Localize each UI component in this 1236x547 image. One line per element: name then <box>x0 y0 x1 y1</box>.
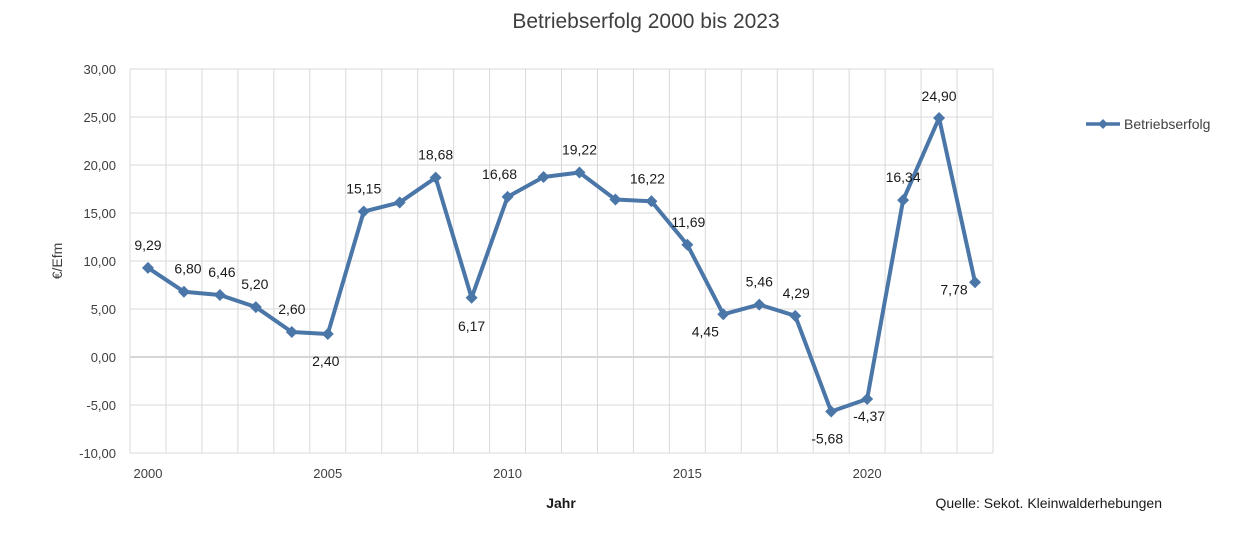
x-tick-label: 2010 <box>493 466 522 481</box>
y-tick-label: 10,00 <box>83 254 116 269</box>
data-label: 4,45 <box>692 323 719 339</box>
data-label: 9,29 <box>134 237 161 253</box>
x-axis-title: Jahr <box>546 495 576 511</box>
data-point <box>789 309 802 322</box>
data-point <box>933 111 946 124</box>
data-point <box>429 171 442 184</box>
data-label: 6,80 <box>174 261 201 277</box>
data-point <box>249 301 262 314</box>
legend: Betriebserfolg <box>1086 116 1210 132</box>
data-point <box>969 276 982 289</box>
x-tick-label: 2020 <box>853 466 882 481</box>
x-tick-label: 2000 <box>134 466 163 481</box>
data-point <box>213 288 226 301</box>
data-label: 6,17 <box>458 318 485 334</box>
y-tick-label: 30,00 <box>83 62 116 77</box>
x-tick-label: 2015 <box>673 466 702 481</box>
y-tick-label: 0,00 <box>91 350 116 365</box>
data-point <box>393 196 406 209</box>
data-point <box>537 171 550 183</box>
data-label: -5,68 <box>811 431 843 447</box>
data-point <box>177 285 190 298</box>
data-label: 18,68 <box>418 147 453 163</box>
data-point <box>861 392 874 405</box>
legend-label-betriebserfolg: Betriebserfolg <box>1124 116 1210 132</box>
data-point <box>753 298 766 311</box>
data-point <box>465 291 478 304</box>
y-tick-label: -10,00 <box>79 446 116 461</box>
data-label: 16,22 <box>630 170 665 186</box>
y-tick-label: -5,00 <box>86 398 116 413</box>
data-label: 5,46 <box>746 274 773 290</box>
data-label: 4,29 <box>783 285 810 301</box>
y-tick-label: 5,00 <box>91 302 116 317</box>
source-note: Quelle: Sekot. Kleinwalderhebungen <box>936 495 1163 511</box>
data-label: 24,90 <box>922 88 957 104</box>
data-label: 5,20 <box>241 276 268 292</box>
series-line <box>146 115 977 414</box>
data-point <box>825 405 838 418</box>
y-tick-label: 20,00 <box>83 158 116 173</box>
data-label: 2,40 <box>312 353 339 369</box>
data-label: 15,15 <box>346 181 381 197</box>
x-axis: 2000 2005 2010 2015 2020 <box>134 466 882 481</box>
data-point <box>681 238 694 251</box>
data-labels: 9,29 6,80 6,46 5,20 2,60 2,40 15,15 18,68 6,17 16… <box>134 88 968 447</box>
data-label: 7,78 <box>940 281 967 297</box>
y-axis-title: €/Efm <box>49 243 65 280</box>
data-point <box>501 190 514 203</box>
data-point <box>573 166 586 179</box>
series-betriebserfolg <box>141 111 982 418</box>
data-point <box>609 193 622 206</box>
chart-title: Betriebserfolg 2000 bis 2023 <box>512 10 779 33</box>
x-tick-label: 2005 <box>313 466 342 481</box>
y-tick-label: 25,00 <box>83 110 116 125</box>
data-point <box>285 326 298 339</box>
y-axis: 30,00 25,00 20,00 15,00 10,00 5,00 0,00 -5,00 -1… <box>79 62 116 461</box>
data-label: -4,37 <box>853 408 885 424</box>
data-point <box>321 327 334 340</box>
data-label: 11,69 <box>671 214 705 230</box>
data-label: 16,68 <box>482 166 517 182</box>
data-label: 16,34 <box>886 169 921 185</box>
data-point <box>897 194 910 207</box>
data-label: 19,22 <box>562 141 597 157</box>
data-point <box>645 195 658 208</box>
gridlines <box>129 68 994 454</box>
y-tick-label: 15,00 <box>83 206 116 221</box>
data-point <box>357 205 370 218</box>
data-point <box>141 261 154 274</box>
data-point <box>717 308 730 321</box>
data-label: 2,60 <box>278 301 305 317</box>
legend-swatch-marker <box>1098 119 1108 129</box>
data-label: 6,46 <box>208 264 235 280</box>
